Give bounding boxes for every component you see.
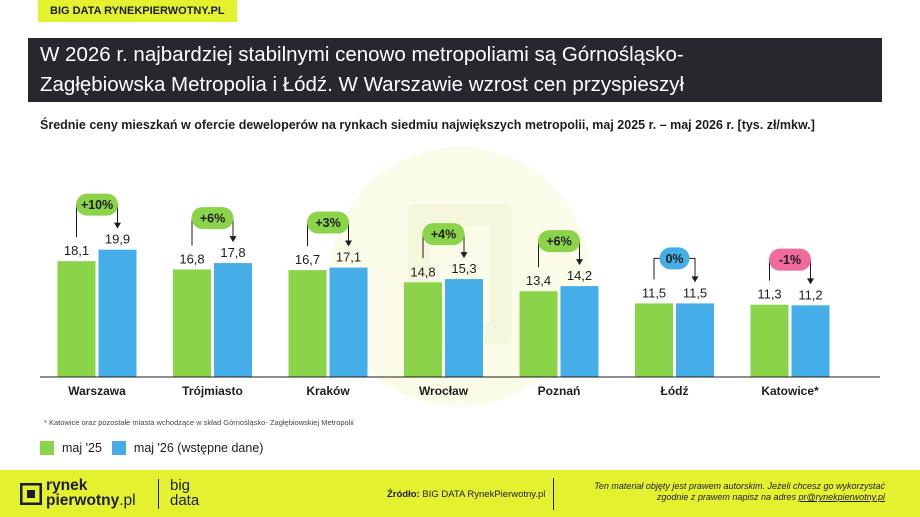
source-note: Źródło: BIG DATA RynekPierwotny.pl	[387, 489, 545, 500]
bar-group-4: 13,4 14,2 +6% Poznań	[519, 230, 599, 398]
big-data-logo: big data	[170, 478, 199, 508]
copyright-note: Ten materiał objęty jest prawem autorski…	[560, 481, 885, 503]
bar-2026-6	[791, 305, 830, 377]
category-label-5: Łódź	[661, 384, 689, 398]
change-label-1: +6%	[200, 212, 225, 226]
bar-group-1: 16,8 17,8 +6% Trójmiasto	[173, 207, 252, 398]
bar-2025-0	[57, 261, 96, 377]
change-label-0: +10%	[81, 198, 113, 212]
legend-item-2026: maj '26 (wstępne dane)	[111, 441, 264, 455]
chart-subtitle: Średnie ceny mieszkań w ofercie dewelope…	[40, 118, 815, 132]
value-label-2025-2: 16,7	[295, 252, 320, 267]
value-label-2026-0: 19,9	[105, 232, 130, 247]
change-arrowhead-1	[229, 236, 237, 243]
value-label-2026-6: 11,2	[798, 287, 822, 302]
bar-2026-2	[329, 267, 368, 377]
change-arrowhead-3	[460, 252, 468, 259]
change-label-2: +3%	[315, 216, 340, 230]
source-divider	[553, 478, 554, 510]
category-label-3: Wrocław	[419, 384, 469, 398]
value-label-2025-0: 18,1	[64, 243, 89, 258]
logo-line-1: rynek	[46, 477, 88, 494]
legend-label-2026: maj '26 (wstępne dane)	[133, 441, 264, 455]
big-data-line-1: big	[170, 477, 191, 494]
value-label-2025-6: 11,3	[757, 287, 781, 302]
bar-group-5: 11,5 11,5 0% Łódź	[635, 247, 714, 398]
change-label-3: +4%	[431, 228, 456, 242]
title-line-1: W 2026 r. najbardziej stabilnymi cenowo …	[40, 43, 684, 66]
bar-group-0: 18,1 19,9 +10% Warszawa	[57, 193, 137, 398]
legend-swatch-blue	[111, 441, 126, 455]
source-value: BIG DATA RynekPierwotny.pl	[422, 489, 546, 500]
bar-2025-3	[404, 282, 442, 377]
category-label-0: Warszawa	[68, 384, 126, 398]
logo-line-2a: pierwotny	[46, 492, 120, 509]
change-badge-1	[191, 207, 234, 230]
change-arrowhead-6	[807, 278, 814, 285]
change-badge-6	[769, 248, 811, 271]
bar-2026-0	[98, 249, 137, 377]
change-label-4: +6%	[546, 235, 571, 249]
logo-text: rynek pierwotny.pl	[46, 477, 136, 509]
change-arrowhead-2	[345, 240, 352, 247]
rynekpierwotny-logo-icon	[20, 483, 42, 505]
change-badge-5	[659, 247, 690, 270]
value-label-2025-5: 11,5	[642, 285, 666, 300]
bar-2026-1	[214, 263, 252, 377]
category-label-1: Trójmiasto	[182, 384, 243, 398]
logo-line-2b: .pl	[119, 492, 136, 509]
bar-2025-2	[288, 270, 327, 377]
value-label-2026-2: 17,1	[336, 250, 361, 265]
copyright-line-1: Ten materiał objęty jest prawem autorski…	[594, 481, 885, 491]
copyright-line-2: zgodnie z prawem napisz na adres	[656, 492, 796, 502]
value-label-2026-3: 15,3	[451, 261, 476, 276]
change-badge-4	[538, 230, 580, 253]
value-label-2025-3: 14,8	[410, 264, 435, 279]
chart-svg: 18,1 19,9 +10% Warszawa 16,8 17,8 +6% Trójmiast…	[40, 147, 880, 407]
value-label-2026-5: 11,5	[683, 285, 707, 300]
copyright-email-link[interactable]: pr@rynekpierwotny.pl	[798, 492, 885, 502]
value-label-2025-4: 13,4	[526, 273, 551, 288]
change-arrowhead-4	[576, 259, 583, 266]
bar-2025-4	[519, 291, 558, 377]
title-line-2: Zagłębiowska Metropolia i Łódź. W Warsza…	[40, 73, 685, 96]
change-label-6: -1%	[779, 253, 801, 267]
brand-tag: BIG DATA RYNEKPIERWOTNY.PL	[38, 0, 237, 22]
bar-2026-3	[445, 279, 483, 377]
legend-item-2025: maj '25	[40, 441, 102, 455]
source-label: Źródło:	[387, 489, 420, 500]
value-label-2026-4: 14,2	[567, 268, 592, 283]
big-data-line-2: data	[170, 492, 200, 509]
change-badge-0	[76, 193, 118, 216]
value-label-2026-1: 17,8	[220, 245, 245, 260]
bar-2026-5	[676, 303, 714, 377]
bar-group-3: 14,8 15,3 +4% Wrocław	[404, 223, 483, 398]
bar-group-2: 16,7 17,1 +3% Kraków	[288, 211, 368, 398]
bar-2025-1	[173, 269, 211, 377]
change-label-5: 0%	[665, 252, 683, 266]
category-label-6: Katowice*	[761, 384, 819, 398]
category-label-2: Kraków	[306, 384, 350, 398]
footnote: * Katowice oraz pozostałe miasta wchodzą…	[44, 418, 354, 427]
bar-group-6: 11,3 11,2 -1% Katowice*	[750, 248, 830, 398]
footer: rynek pierwotny.pl big data	[0, 470, 920, 517]
value-label-2025-1: 16,8	[179, 251, 204, 266]
change-arrowhead-0	[114, 222, 121, 229]
bar-chart: 18,1 19,9 +10% Warszawa 16,8 17,8 +6% Trójmiast…	[0, 132, 920, 422]
change-badge-3	[422, 223, 465, 246]
page-title: W 2026 r. najbardziej stabilnymi cenowo …	[28, 38, 882, 102]
bar-2025-5	[635, 303, 673, 377]
change-arrowhead-5	[691, 276, 699, 283]
legend-swatch-green	[40, 441, 54, 455]
logo-divider	[158, 479, 159, 509]
legend-label-2025: maj '25	[62, 441, 102, 455]
category-label-4: Poznań	[538, 384, 581, 398]
change-badge-2	[307, 211, 349, 234]
bar-2026-4	[560, 286, 599, 377]
legend: maj '25 maj '26 (wstępne dane)	[40, 441, 273, 455]
bar-2025-6	[750, 304, 789, 377]
